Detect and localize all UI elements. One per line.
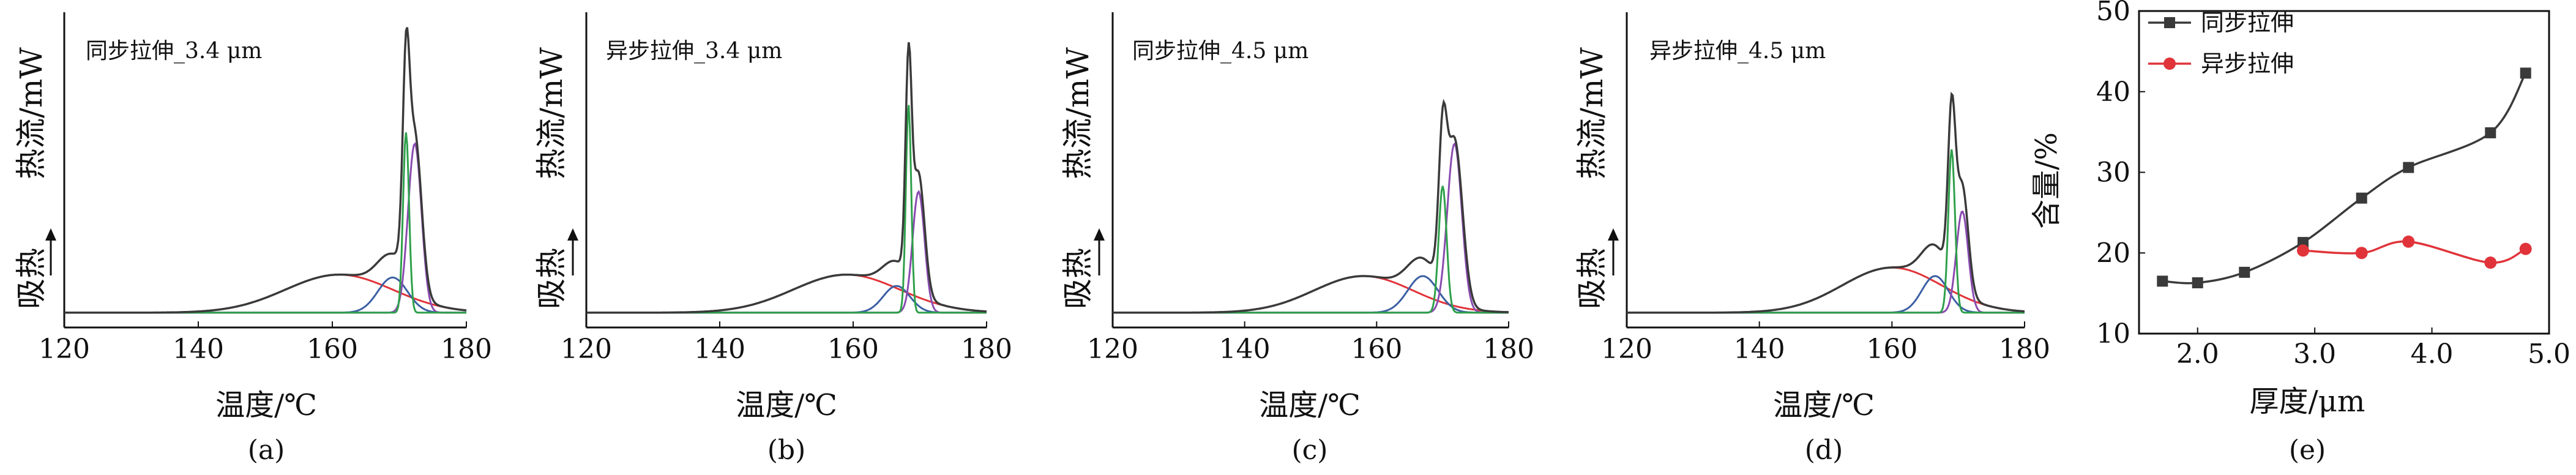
measured-curve — [1113, 99, 1509, 314]
data-point-circle — [2484, 256, 2497, 269]
panel-label: 同步拉伸_4.5 μm — [1132, 39, 1309, 64]
x-tick-label: 140 — [1219, 334, 1271, 365]
measured-curve — [586, 42, 987, 314]
data-point-square — [2157, 275, 2168, 287]
legend-marker-square — [2164, 17, 2175, 28]
fit-curve-red — [1627, 266, 2025, 314]
y-tick-label: 20 — [2096, 238, 2130, 269]
panel-caption: (e) — [2289, 435, 2326, 466]
x-tick-label: 120 — [561, 334, 612, 365]
x-axis-label: 厚度/μm — [2250, 384, 2365, 419]
x-tick-label: 3.0 — [2293, 338, 2336, 370]
fit-curve-green — [1627, 149, 2025, 314]
x-tick-label: 180 — [961, 334, 1012, 365]
dsc-panel-d: 异步拉伸_4.5 μm 温度/℃ 热流/mW 吸热 (d) 120 140 160 1… — [1574, 12, 2050, 466]
fit-curve-red — [586, 274, 987, 314]
panel-caption: (b) — [767, 435, 806, 466]
fit-curve-blue — [586, 285, 987, 314]
panel-caption: (a) — [248, 435, 285, 466]
y-axis-label-heatflow: 热流/mW — [534, 47, 569, 179]
data-point-square — [2520, 67, 2531, 79]
x-tick-label: 2.0 — [2176, 338, 2219, 370]
x-tick-label: 5.0 — [2528, 338, 2570, 370]
fit-curve-green — [64, 132, 466, 314]
y-axis-label-endo: 吸热 — [534, 248, 569, 309]
y-tick-label: 50 — [2096, 0, 2130, 27]
legend: 同步拉伸 异步拉伸 — [2201, 9, 2294, 77]
x-tick-label: 160 — [1351, 334, 1402, 365]
endotherm-arrow-head — [45, 228, 56, 241]
y-axis-label-endo: 吸热 — [13, 248, 49, 309]
y-axis-label-heatflow: 热流/mW — [1574, 47, 1610, 179]
x-tick-label: 140 — [694, 334, 745, 365]
x-axis-label: 温度/℃ — [215, 388, 317, 422]
legend-marker-circle — [2163, 58, 2176, 70]
dsc-panel-b: 异步拉伸_3.4 μm 温度/℃ 热流/mW 吸热 (b) 120 140 160 1… — [534, 12, 1012, 466]
data-point-square — [2403, 162, 2414, 173]
fit-curve-red — [64, 274, 467, 314]
y-axis-label-endo: 吸热 — [1060, 248, 1096, 309]
measured-curve — [1627, 91, 2025, 314]
measured-curve — [64, 27, 467, 314]
x-tick-label: 160 — [1866, 334, 1917, 365]
data-point-circle — [2355, 247, 2368, 260]
legend-label-sync: 同步拉伸 — [2201, 9, 2294, 36]
fit-curve-green — [1113, 185, 1509, 314]
thickness-content-panel-e: 厚度/μm 含量/% (e) 同步拉伸 异步拉伸 2.0 3.0 4.0 5.0 10 2… — [2029, 0, 2570, 466]
x-tick-label: 140 — [173, 334, 224, 365]
x-tick-label: 160 — [827, 334, 879, 365]
x-tick-label: 120 — [39, 334, 90, 365]
legend-label-async: 异步拉伸 — [2201, 50, 2294, 77]
data-point-circle — [2519, 242, 2532, 255]
y-axis-label: 含量/% — [2029, 132, 2064, 229]
endotherm-arrow-head — [567, 228, 578, 241]
x-tick-label: 4.0 — [2411, 338, 2454, 370]
y-axis-label-heatflow: 热流/mW — [13, 47, 49, 179]
y-axis-label-endo: 吸热 — [1574, 248, 1610, 309]
x-tick-label: 120 — [1601, 334, 1652, 365]
x-tick-label: 160 — [307, 334, 358, 365]
x-tick-label: 140 — [1734, 334, 1785, 365]
panel-label: 异步拉伸_4.5 μm — [1649, 39, 1826, 64]
x-axis-label: 温度/℃ — [1773, 388, 1875, 422]
x-axis-label: 温度/℃ — [1259, 388, 1361, 422]
y-axis-label-heatflow: 热流/mW — [1060, 47, 1096, 179]
data-point-square — [2239, 266, 2250, 278]
panel-label: 异步拉伸_3.4 μm — [606, 39, 782, 64]
y-tick-label: 30 — [2096, 157, 2130, 189]
x-tick-label: 180 — [1483, 334, 1534, 365]
data-point-square — [2485, 127, 2496, 138]
dsc-panel-a: 同步拉伸_3.4 μm 温度/℃ 热流/mW 吸热 (a) 120 140 160 1… — [13, 12, 492, 466]
x-axis-label: 温度/℃ — [736, 388, 837, 422]
x-tick-label: 180 — [441, 334, 492, 365]
x-tick-label: 120 — [1087, 334, 1138, 365]
series-line-sync — [2162, 72, 2527, 285]
endotherm-arrow-head — [1608, 228, 1619, 241]
panel-label: 同步拉伸_3.4 μm — [86, 39, 262, 64]
y-tick-label: 10 — [2096, 318, 2130, 350]
endotherm-arrow-head — [1094, 228, 1105, 241]
panel-caption: (c) — [1292, 435, 1328, 466]
data-point-circle — [2402, 235, 2415, 248]
data-point-square — [2356, 192, 2367, 204]
x-tick-label: 180 — [1999, 334, 2050, 365]
fit-curve-purple — [64, 142, 466, 314]
dsc-panel-c: 同步拉伸_4.5 μm 温度/℃ 热流/mW 吸热 (c) 120 140 160 1… — [1060, 12, 1534, 466]
data-point-square — [2192, 277, 2203, 288]
panel-caption: (d) — [1805, 435, 1843, 466]
y-tick-label: 40 — [2096, 77, 2130, 108]
fit-curve-green — [586, 105, 987, 314]
data-point-circle — [2297, 244, 2309, 257]
